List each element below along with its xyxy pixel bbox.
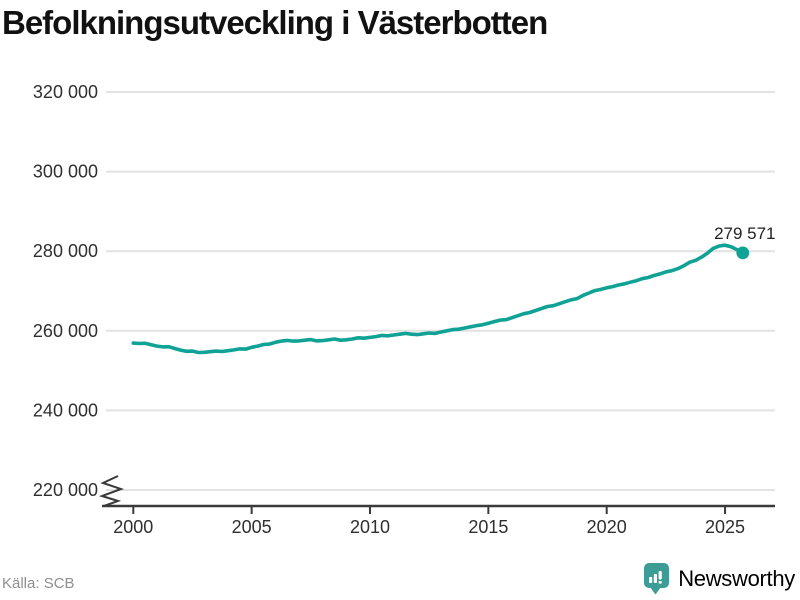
newsworthy-logo[interactable]: Newsworthy — [643, 562, 795, 595]
y-axis-tick-label: 320 000 — [33, 82, 98, 102]
x-axis-tick-label: 2000 — [113, 517, 153, 537]
bar-chart-pin-icon — [644, 563, 670, 595]
x-axis-tick-label: 2015 — [468, 517, 508, 537]
source-label: Källa: SCB — [2, 575, 75, 592]
x-axis-tick-label: 2010 — [350, 517, 390, 537]
chart-title: Befolkningsutveckling i Västerbotten — [2, 4, 548, 41]
brand-name: Newsworthy — [678, 565, 795, 591]
x-axis-tick-label: 2025 — [705, 517, 745, 537]
y-axis-break-icon — [98, 475, 125, 507]
y-axis-tick-label: 300 000 — [33, 162, 98, 182]
y-axis-tick-label: 280 000 — [33, 241, 98, 261]
last-point-value-label: 279 571 — [714, 224, 775, 243]
x-axis-tick-label: 2020 — [587, 517, 627, 537]
population-line — [131, 243, 745, 355]
y-axis-tick-label: 220 000 — [33, 480, 98, 500]
last-point-marker — [736, 246, 750, 260]
x-axis-tick-label: 2005 — [232, 517, 272, 537]
y-axis-tick-label: 260 000 — [33, 321, 98, 341]
y-axis-tick-label: 240 000 — [33, 400, 98, 420]
